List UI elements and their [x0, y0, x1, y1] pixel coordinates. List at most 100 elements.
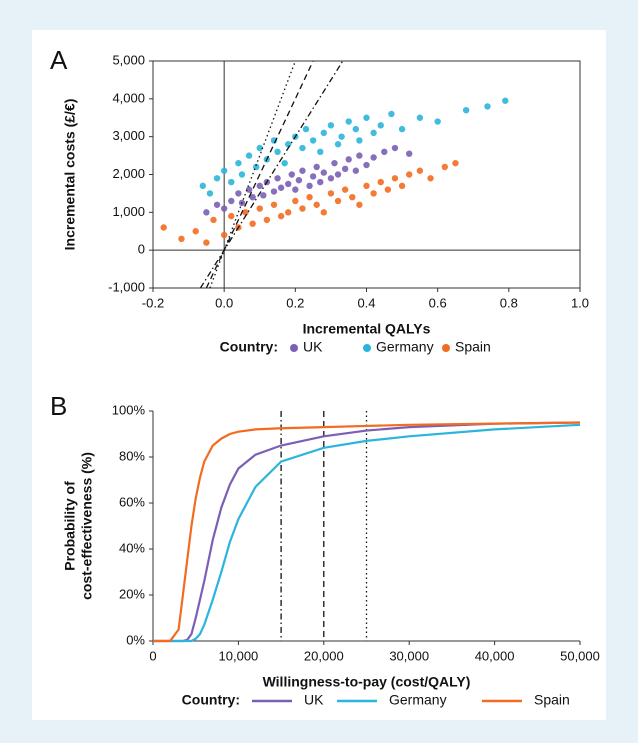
legend-label: Spain: [455, 339, 491, 355]
legend-label: UK: [303, 339, 323, 355]
x-tick-label: 0.2: [286, 295, 304, 310]
legend-swatch: [290, 344, 298, 352]
point: [345, 156, 352, 163]
point: [434, 118, 441, 125]
legend-label: Spain: [534, 692, 570, 708]
point: [220, 167, 228, 174]
y-tick-label: 40%: [119, 540, 145, 555]
ceac-line: [153, 423, 581, 643]
point: [256, 182, 263, 190]
point: [235, 159, 242, 167]
legend-label: Germany: [376, 339, 434, 355]
point: [391, 175, 399, 182]
point: [245, 152, 253, 159]
x-tick-label: 0: [149, 648, 156, 663]
point: [370, 129, 377, 137]
x-axis-title: Incremental QALYs: [303, 321, 431, 337]
point: [260, 192, 267, 199]
point: [377, 122, 384, 129]
point: [249, 194, 256, 201]
point: [363, 161, 370, 169]
y-tick-label: 20%: [119, 586, 145, 601]
point: [398, 182, 406, 190]
point: [349, 194, 356, 201]
point: [270, 201, 278, 208]
point: [245, 186, 253, 193]
point: [228, 178, 235, 186]
point: [192, 228, 199, 235]
point: [388, 110, 395, 118]
y-tick-label: -1,000: [108, 279, 145, 294]
panel-label: B: [50, 391, 67, 421]
y-axis-title: Probability of: [62, 481, 78, 571]
point: [277, 184, 285, 191]
y-tick-label: 1,000: [112, 204, 145, 219]
point: [213, 175, 221, 182]
y-tick-label: 0: [138, 242, 145, 257]
point: [274, 175, 281, 182]
point: [242, 209, 249, 216]
point: [381, 148, 388, 155]
y-tick-label: 2,000: [112, 166, 145, 181]
y-tick-label: 5,000: [112, 52, 145, 67]
ceac-line: [153, 421, 581, 643]
point: [363, 182, 370, 190]
x-tick-label: 50,000: [560, 648, 600, 663]
point: [320, 129, 327, 137]
wtp-line: [209, 60, 296, 289]
y-tick-label: 0%: [126, 632, 145, 647]
point: [320, 209, 327, 216]
point: [352, 167, 360, 174]
y-tick-label: 100%: [112, 402, 146, 417]
legend-swatch: [442, 344, 450, 352]
point: [452, 159, 459, 167]
point: [299, 205, 306, 212]
point: [199, 182, 207, 190]
point: [220, 205, 228, 212]
y-axis-title: cost-effectiveness (%): [79, 452, 95, 600]
panel-label: A: [50, 45, 68, 75]
point: [334, 197, 342, 205]
point: [285, 209, 292, 216]
point: [416, 114, 424, 121]
legend-swatch: [363, 344, 371, 352]
point: [256, 144, 263, 152]
point: [252, 163, 260, 171]
point: [178, 235, 185, 243]
point: [345, 118, 352, 125]
plot-frame: [152, 60, 581, 289]
point: [356, 152, 363, 159]
x-tick-label: 0.8: [500, 295, 518, 310]
y-tick-label: 4,000: [112, 90, 145, 105]
point: [331, 159, 338, 167]
point: [228, 212, 235, 220]
point: [235, 190, 242, 197]
point: [398, 125, 406, 133]
point: [341, 165, 349, 173]
point: [391, 144, 399, 152]
x-tick-label: 1.0: [571, 295, 589, 310]
x-tick-label: -0.2: [142, 295, 164, 310]
point: [441, 163, 448, 171]
point: [317, 178, 324, 186]
x-tick-label: 0.4: [357, 295, 375, 310]
point: [352, 125, 360, 133]
point: [299, 167, 306, 174]
point: [384, 186, 392, 193]
point: [206, 190, 214, 197]
wtp-line: [205, 60, 314, 289]
y-axis-title: Incremental costs (£/€): [62, 99, 78, 251]
point: [256, 205, 263, 212]
point: [341, 186, 349, 193]
point: [462, 106, 470, 114]
x-axis-title: Willingness-to-pay (cost/QALY): [263, 674, 471, 690]
point: [502, 97, 509, 104]
point: [327, 175, 335, 182]
x-tick-label: 0.6: [429, 295, 447, 310]
point: [327, 122, 335, 129]
point: [302, 125, 310, 133]
point: [228, 197, 235, 205]
point: [356, 201, 363, 208]
point: [288, 171, 295, 178]
